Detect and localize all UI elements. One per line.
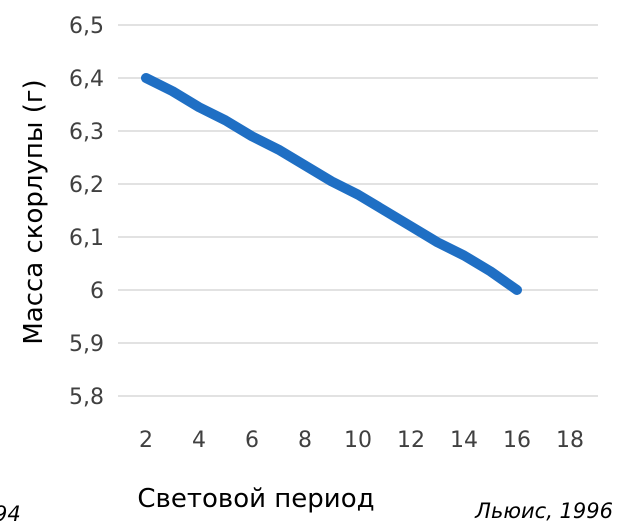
y-axis-title: Масса скорлупы (г)	[19, 79, 49, 344]
source-note-left: 94	[0, 502, 21, 525]
x-tick-label: 16	[503, 428, 531, 453]
y-axis-tick-labels: 5,8 5,9 6 6,1 6,2 6,3 6,4 6,5	[69, 14, 104, 410]
y-tick-label: 6,1	[69, 226, 104, 251]
x-tick-label: 18	[556, 428, 584, 453]
series-line-0	[141, 73, 522, 295]
x-tick-label: 10	[344, 428, 372, 453]
y-tick-label: 6,4	[69, 67, 104, 92]
x-axis-title: Световой период	[137, 484, 374, 514]
x-tick-label: 2	[139, 428, 153, 453]
y-tick-label: 5,8	[69, 385, 104, 410]
x-tick-label: 12	[397, 428, 425, 453]
y-tick-label: 6	[90, 279, 104, 304]
x-axis-tick-labels: 2 4 6 8 10 12 14 16 18	[139, 428, 584, 453]
x-tick-label: 14	[450, 428, 478, 453]
x-tick-label: 6	[245, 428, 259, 453]
source-note-right: Льюис, 1996	[474, 499, 613, 523]
y-tick-label: 6,3	[69, 120, 104, 145]
y-tick-label: 5,9	[69, 332, 104, 357]
y-tick-label: 6,2	[69, 173, 104, 198]
x-tick-label: 4	[192, 428, 206, 453]
series-group	[141, 73, 522, 295]
x-tick-label: 8	[298, 428, 312, 453]
y-tick-label: 6,5	[69, 14, 104, 39]
gridlines	[118, 24, 598, 397]
